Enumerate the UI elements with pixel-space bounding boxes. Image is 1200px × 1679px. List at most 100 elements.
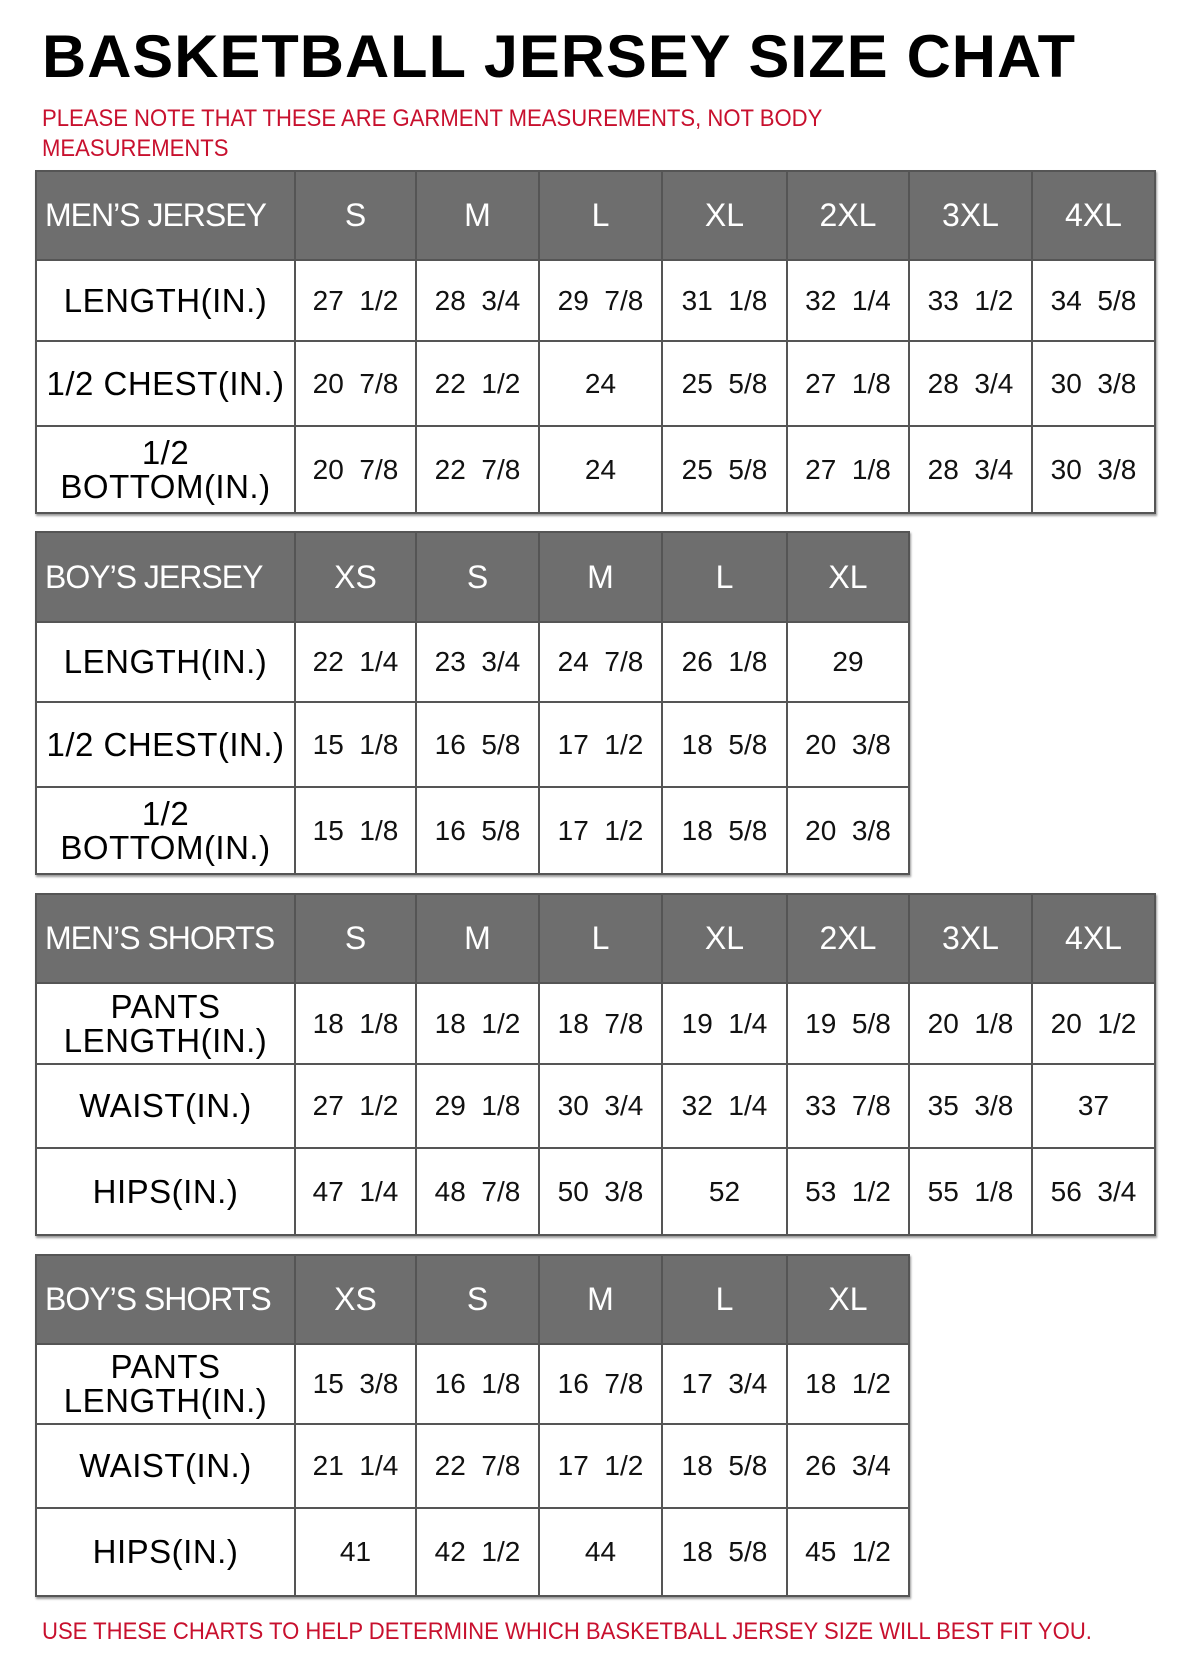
size-header: 4XL bbox=[1031, 893, 1156, 984]
size-header: XL bbox=[661, 893, 788, 984]
measurement-cell: 18 5/8 bbox=[661, 1423, 788, 1509]
row-label: WAIST(IN.) bbox=[35, 1423, 296, 1509]
size-header: L bbox=[661, 1254, 788, 1345]
page-title: BASKETBALL JERSEY SIZE CHAT bbox=[42, 23, 1077, 90]
measurement-cell: 18 1/2 bbox=[786, 1343, 910, 1425]
mens-shorts-table: MEN’S SHORTS S M L XL 2XL 3XL 4XL PANTS LENGTH(I… bbox=[35, 893, 1156, 1236]
footer-note: USE THESE CHARTS TO HELP DETERMINE WHICH… bbox=[42, 1618, 1092, 1645]
table-title: BOY’S SHORTS bbox=[35, 1254, 296, 1345]
measurement-cell: 22 1/2 bbox=[415, 340, 540, 427]
size-header: M bbox=[415, 170, 540, 261]
measurement-cell: 16 7/8 bbox=[538, 1343, 663, 1425]
table-title: MEN’S JERSEY bbox=[35, 170, 296, 261]
header-row: BOY’S JERSEY XS S M L XL bbox=[35, 531, 910, 623]
size-header: S bbox=[294, 170, 417, 261]
measurement-cell: 20 3/8 bbox=[786, 786, 910, 875]
size-header: M bbox=[415, 893, 540, 984]
measurement-cell: 19 5/8 bbox=[786, 982, 910, 1065]
measurement-cell: 45 1/2 bbox=[786, 1507, 910, 1597]
measurement-cell: 20 1/2 bbox=[1031, 982, 1156, 1065]
size-header: 2XL bbox=[786, 893, 910, 984]
measurement-cell: 28 3/4 bbox=[415, 259, 540, 342]
header-row: BOY’S SHORTS XS S M L XL bbox=[35, 1254, 910, 1345]
size-header: 4XL bbox=[1031, 170, 1156, 261]
measurement-cell: 30 3/8 bbox=[1031, 425, 1156, 514]
measurement-cell: 15 1/8 bbox=[294, 786, 417, 875]
measurement-cell: 22 7/8 bbox=[415, 425, 540, 514]
measurement-cell: 16 5/8 bbox=[415, 701, 540, 788]
measurement-cell: 52 bbox=[661, 1147, 788, 1236]
table-row: LENGTH(IN.) 22 1/4 23 3/4 24 7/8 26 1/8 29 bbox=[35, 621, 910, 703]
measurement-cell: 22 7/8 bbox=[415, 1423, 540, 1509]
row-label: 1/2 BOTTOM(IN.) bbox=[35, 786, 296, 875]
row-label: HIPS(IN.) bbox=[35, 1507, 296, 1597]
measurement-cell: 15 1/8 bbox=[294, 701, 417, 788]
size-header: 2XL bbox=[786, 170, 910, 261]
table-row: WAIST(IN.) 21 1/4 22 7/8 17 1/2 18 5/8 26 3/4 bbox=[35, 1423, 910, 1509]
measurement-cell: 30 3/4 bbox=[538, 1063, 663, 1149]
size-header: S bbox=[415, 1254, 540, 1345]
table-row: 1/2 CHEST(IN.) 15 1/8 16 5/8 17 1/2 18 5/8 20… bbox=[35, 701, 910, 788]
row-label: 1/2 CHEST(IN.) bbox=[35, 340, 296, 427]
size-header: XS bbox=[294, 1254, 417, 1345]
measurement-cell: 17 1/2 bbox=[538, 701, 663, 788]
measurement-cell: 32 1/4 bbox=[786, 259, 910, 342]
measurement-cell: 28 3/4 bbox=[908, 425, 1033, 514]
measurement-cell: 18 5/8 bbox=[661, 1507, 788, 1597]
size-header: M bbox=[538, 1254, 663, 1345]
measurement-cell: 37 bbox=[1031, 1063, 1156, 1149]
measurement-cell: 29 bbox=[786, 621, 910, 703]
boys-shorts-table: BOY’S SHORTS XS S M L XL PANTS LENGTH(IN.) 15 3… bbox=[35, 1254, 910, 1597]
row-label: 1/2 CHEST(IN.) bbox=[35, 701, 296, 788]
measurement-cell: 31 1/8 bbox=[661, 259, 788, 342]
measurement-cell: 20 7/8 bbox=[294, 340, 417, 427]
table-row: HIPS(IN.) 47 1/4 48 7/8 50 3/8 52 53 1/2 55 1/… bbox=[35, 1147, 1156, 1236]
measurement-cell: 26 1/8 bbox=[661, 621, 788, 703]
measurement-cell: 17 1/2 bbox=[538, 1423, 663, 1509]
measurement-cell: 16 5/8 bbox=[415, 786, 540, 875]
table-row: HIPS(IN.) 41 42 1/2 44 18 5/8 45 1/2 bbox=[35, 1507, 910, 1597]
measurement-cell: 34 5/8 bbox=[1031, 259, 1156, 342]
measurement-cell: 18 5/8 bbox=[661, 701, 788, 788]
measurement-cell: 47 1/4 bbox=[294, 1147, 417, 1236]
measurement-cell: 48 7/8 bbox=[415, 1147, 540, 1236]
size-header: XL bbox=[786, 1254, 910, 1345]
table-row: 1/2 BOTTOM(IN.) 20 7/8 22 7/8 24 25 5/8 27 1/… bbox=[35, 425, 1156, 514]
measurement-cell: 33 7/8 bbox=[786, 1063, 910, 1149]
measurement-cell: 42 1/2 bbox=[415, 1507, 540, 1597]
size-header: S bbox=[415, 531, 540, 623]
row-label: PANTS LENGTH(IN.) bbox=[35, 982, 296, 1065]
row-label: 1/2 BOTTOM(IN.) bbox=[35, 425, 296, 514]
header-row: MEN’S SHORTS S M L XL 2XL 3XL 4XL bbox=[35, 893, 1156, 984]
measurement-cell: 24 bbox=[538, 425, 663, 514]
measurement-cell: 35 3/8 bbox=[908, 1063, 1033, 1149]
measurement-cell: 17 1/2 bbox=[538, 786, 663, 875]
measurement-cell: 29 7/8 bbox=[538, 259, 663, 342]
measurement-cell: 50 3/8 bbox=[538, 1147, 663, 1236]
measurement-cell: 21 1/4 bbox=[294, 1423, 417, 1509]
row-label: PANTS LENGTH(IN.) bbox=[35, 1343, 296, 1425]
size-header: 3XL bbox=[908, 170, 1033, 261]
table-title: MEN’S SHORTS bbox=[35, 893, 296, 984]
measurement-cell: 19 1/4 bbox=[661, 982, 788, 1065]
row-label: WAIST(IN.) bbox=[35, 1063, 296, 1149]
measurement-cell: 25 5/8 bbox=[661, 425, 788, 514]
measurement-cell: 33 1/2 bbox=[908, 259, 1033, 342]
measurement-cell: 26 3/4 bbox=[786, 1423, 910, 1509]
table-row: LENGTH(IN.) 27 1/2 28 3/4 29 7/8 31 1/8 32 1/… bbox=[35, 259, 1156, 342]
measurement-cell: 22 1/4 bbox=[294, 621, 417, 703]
measurement-cell: 20 1/8 bbox=[908, 982, 1033, 1065]
table-row: 1/2 CHEST(IN.) 20 7/8 22 1/2 24 25 5/8 27 1/8… bbox=[35, 340, 1156, 427]
measurement-cell: 56 3/4 bbox=[1031, 1147, 1156, 1236]
table-row: 1/2 BOTTOM(IN.) 15 1/8 16 5/8 17 1/2 18 5/8 2… bbox=[35, 786, 910, 875]
measurement-cell: 27 1/2 bbox=[294, 259, 417, 342]
measurement-cell: 23 3/4 bbox=[415, 621, 540, 703]
measurement-cell: 27 1/8 bbox=[786, 425, 910, 514]
measurement-cell: 27 1/8 bbox=[786, 340, 910, 427]
size-header: L bbox=[538, 170, 663, 261]
size-header: M bbox=[538, 531, 663, 623]
mens-jersey-table: MEN’S JERSEY S M L XL 2XL 3XL 4XL LENGTH(IN.) 27 … bbox=[35, 170, 1156, 514]
table-row: WAIST(IN.) 27 1/2 29 1/8 30 3/4 32 1/4 33 7/8… bbox=[35, 1063, 1156, 1149]
size-header: S bbox=[294, 893, 417, 984]
measurement-cell: 25 5/8 bbox=[661, 340, 788, 427]
